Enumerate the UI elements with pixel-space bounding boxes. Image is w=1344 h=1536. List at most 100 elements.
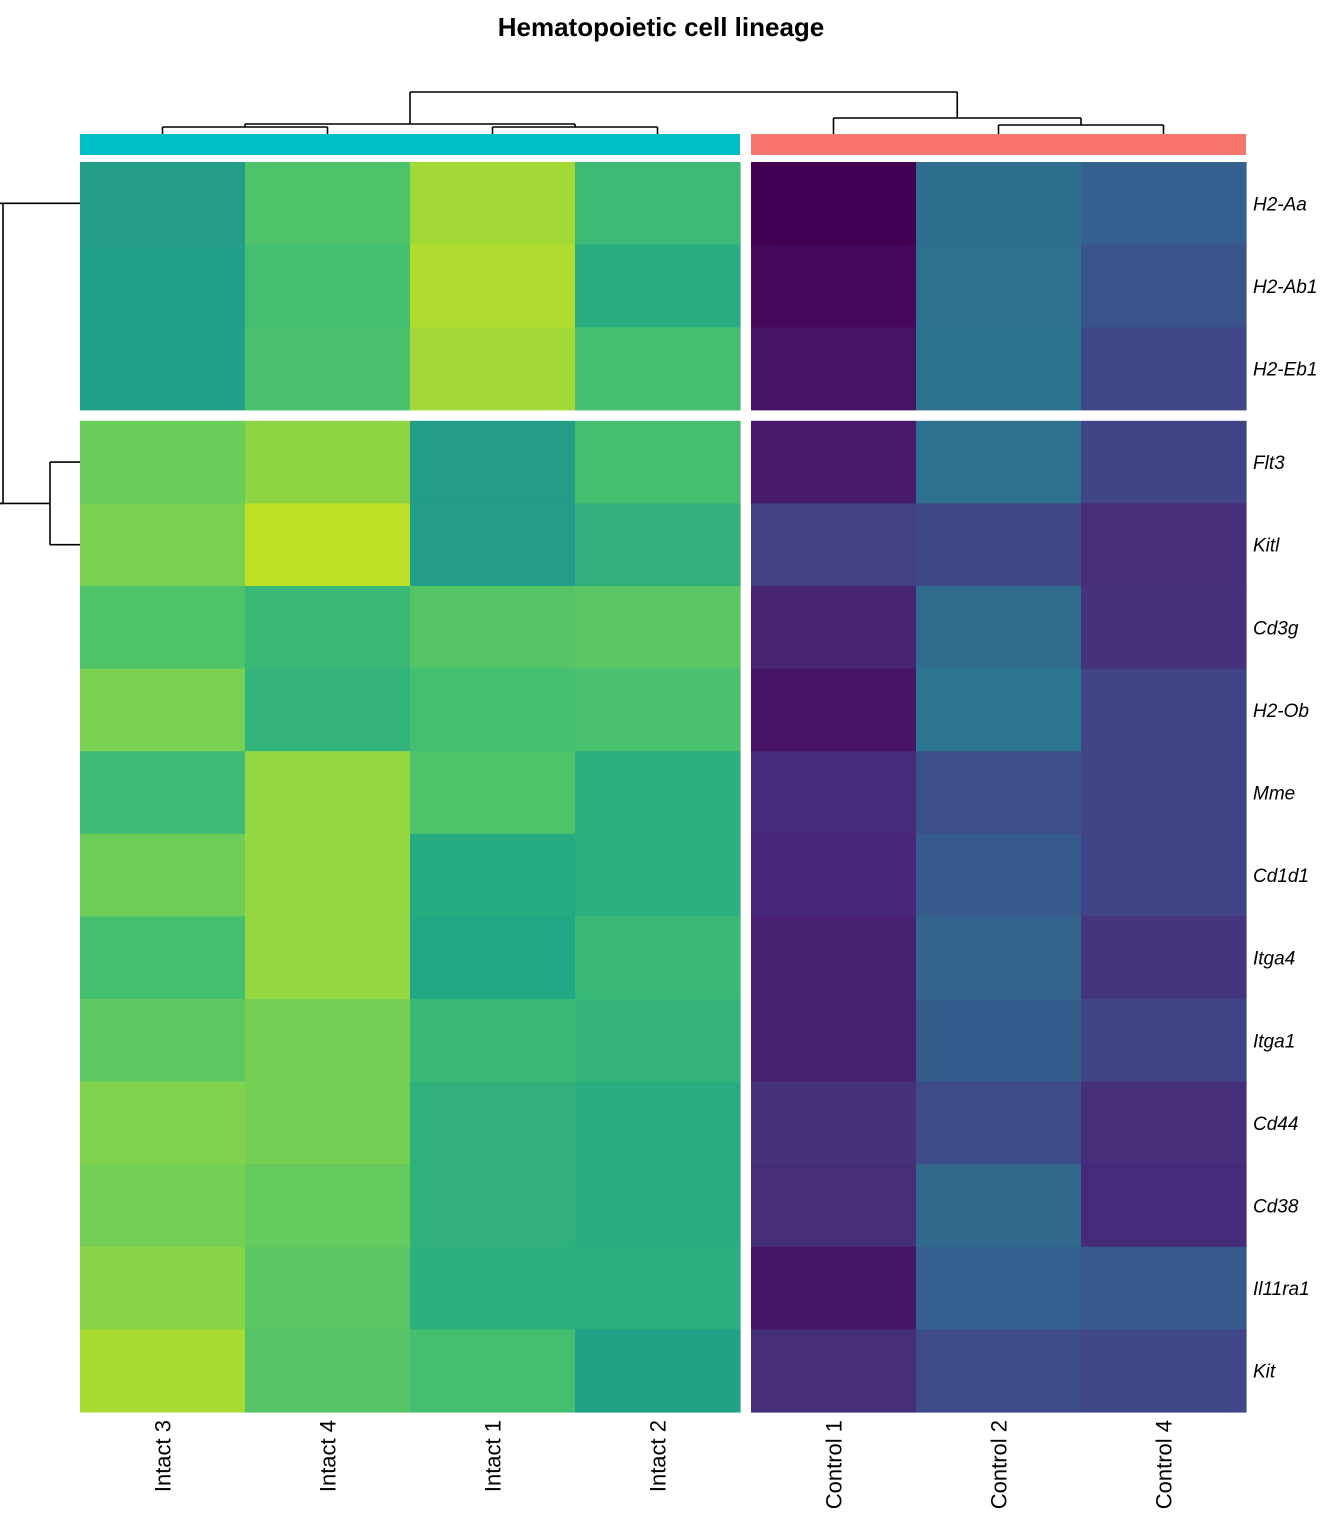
heatmap-cell: [575, 751, 741, 835]
row-label: Cd44: [1253, 1114, 1298, 1135]
column-labels: Intact 3 Intact 4 Intact 1 Intact 2 Control …: [151, 1420, 1177, 1509]
heatmap-cell: [80, 503, 246, 587]
heatmap-cell: [245, 999, 411, 1083]
heatmap-cell: [245, 327, 411, 411]
heatmap-cell: [410, 668, 576, 752]
heatmap-cell: [80, 1081, 246, 1165]
heatmap-cell: [751, 751, 917, 835]
heatmap-cell: [916, 244, 1082, 328]
heatmap-cell: [916, 916, 1082, 1000]
column-label: Control 4: [1152, 1420, 1177, 1509]
heatmap-cell: [410, 586, 576, 670]
heatmap-cell: [410, 162, 576, 246]
heatmap-cell: [575, 999, 741, 1083]
heatmap-cell: [245, 503, 411, 587]
heatmap-cell: [751, 1081, 917, 1165]
heatmap-cell: [751, 420, 917, 504]
heatmap-cell: [1081, 420, 1247, 504]
column-label: Intact 3: [151, 1420, 176, 1492]
row-label: Cd38: [1253, 1197, 1299, 1218]
column-dendrogram: [161, 91, 1165, 134]
heatmap-cell: [245, 420, 411, 504]
heatmap-cell: [80, 916, 246, 1000]
heatmap-cell: [410, 420, 576, 504]
heatmap-cell: [575, 327, 741, 411]
heatmap-cell: [1081, 586, 1247, 670]
heatmap-cell: [575, 420, 741, 504]
row-label: Kitl: [1253, 536, 1280, 557]
heatmap-cell: [245, 1329, 411, 1413]
heatmap-cell: [245, 668, 411, 752]
row-dendrogram: [0, 202, 80, 546]
heatmap-cell: [575, 586, 741, 670]
heatmap-cell: [410, 503, 576, 587]
row-label: Kit: [1253, 1362, 1276, 1383]
heatmap-cell: [916, 1164, 1082, 1248]
chart-title: Hematopoietic cell lineage: [498, 12, 825, 42]
heatmap-cell: [751, 1246, 917, 1330]
heatmap-cell: [751, 1164, 917, 1248]
heatmap-cell: [410, 999, 576, 1083]
heatmap-cell: [245, 1164, 411, 1248]
heatmap-cell: [1081, 916, 1247, 1000]
heatmap-cell: [916, 586, 1082, 670]
heatmap-cell: [80, 327, 246, 411]
heatmap-cell: [1081, 1329, 1247, 1413]
row-label: Mme: [1253, 784, 1295, 805]
heatmap-cell: [245, 751, 411, 835]
heatmap-cell: [1081, 503, 1247, 587]
heatmap-cell: [575, 503, 741, 587]
heatmap-cell: [245, 1246, 411, 1330]
heatmap-cell: [575, 1246, 741, 1330]
heatmap-cell: [80, 162, 246, 246]
heatmap-cell: [80, 668, 246, 752]
heatmap-cell: [80, 420, 246, 504]
heatmap-cell: [575, 833, 741, 917]
heatmap-cell: [410, 751, 576, 835]
heatmap-cell: [751, 244, 917, 328]
heatmap-cell: [80, 244, 246, 328]
heatmap-cell: [575, 1164, 741, 1248]
heatmap-cell: [80, 833, 246, 917]
row-label: Itga4: [1253, 949, 1295, 970]
row-label: Il11ra1: [1253, 1279, 1310, 1300]
heatmap-cell: [916, 999, 1082, 1083]
heatmap-cell: [410, 244, 576, 328]
heatmap-cell: [1081, 1246, 1247, 1330]
row-label: Itga1: [1253, 1031, 1295, 1052]
column-label: Intact 2: [646, 1420, 671, 1492]
column-label: Control 2: [987, 1420, 1012, 1509]
row-label: H2-Eb1: [1253, 360, 1317, 381]
annotation-bar-intact: [80, 134, 740, 155]
heatmap-cell: [245, 833, 411, 917]
row-label: H2-Aa: [1253, 194, 1307, 215]
heatmap-cell: [1081, 668, 1247, 752]
heatmap-cell: [410, 1329, 576, 1413]
column-group-annotation: [80, 134, 1246, 155]
heatmap-cell: [80, 1164, 246, 1248]
heatmap-cells: [80, 162, 1247, 1413]
heatmap-cell: [1081, 1164, 1247, 1248]
heatmap-cell: [916, 833, 1082, 917]
heatmap-cell: [80, 586, 246, 670]
heatmap-cell: [1081, 999, 1247, 1083]
heatmap-cell: [1081, 833, 1247, 917]
heatmap-cell: [575, 244, 741, 328]
heatmap-cell: [916, 420, 1082, 504]
heatmap-cell: [245, 916, 411, 1000]
heatmap-cell: [1081, 327, 1247, 411]
heatmap-cell: [751, 503, 917, 587]
row-label: H2-Ab1: [1253, 277, 1317, 298]
heatmap-cell: [751, 586, 917, 670]
heatmap-cell: [80, 751, 246, 835]
heatmap-cell: [1081, 751, 1247, 835]
heatmap-cell: [751, 668, 917, 752]
row-label: Cd1d1: [1253, 866, 1309, 887]
heatmap-cell: [80, 1329, 246, 1413]
column-label: Intact 1: [481, 1420, 506, 1492]
heatmap-cell: [245, 162, 411, 246]
annotation-bar-control: [751, 134, 1246, 155]
heatmap-cell: [410, 833, 576, 917]
heatmap-cell: [575, 162, 741, 246]
